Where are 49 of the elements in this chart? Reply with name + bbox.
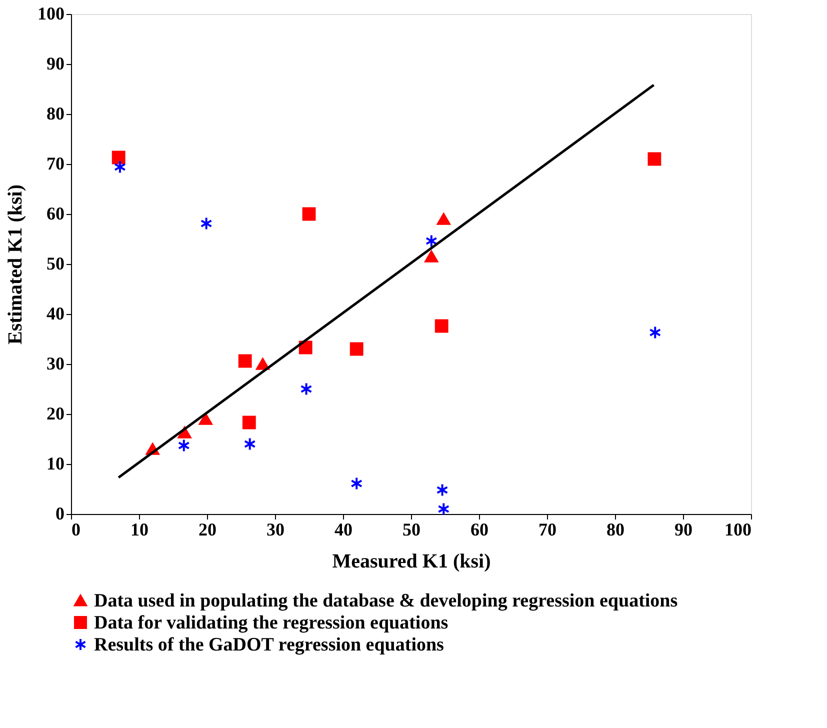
point [238, 354, 252, 368]
legend-label: Data used in populating the database & developing regression equations [94, 590, 678, 612]
y-tick-label: 60 [46, 204, 64, 224]
point [244, 437, 256, 451]
point [438, 502, 450, 516]
x-tick-label: 70 [538, 520, 556, 540]
x-tick-label: 80 [606, 520, 624, 540]
point [424, 250, 438, 262]
point [436, 213, 450, 225]
point [198, 413, 212, 425]
y-tick-label: 90 [46, 54, 64, 74]
x-tick-label: 20 [198, 520, 216, 540]
point [178, 438, 190, 452]
point [114, 160, 126, 174]
legend-label: Results of the GaDOT regression equations [94, 634, 444, 656]
point [298, 340, 312, 354]
y-tick-label: 30 [46, 354, 64, 374]
point [112, 150, 126, 164]
y-tick-label: 100 [38, 4, 64, 24]
point [256, 358, 270, 370]
y-tick-label: 20 [46, 404, 64, 424]
x-tick-label: 100 [724, 520, 752, 540]
x-axis-title: Measured K1 (ksi) [332, 550, 491, 572]
point [648, 152, 662, 166]
x-tick-label: 30 [266, 520, 284, 540]
x-tick-label: 90 [674, 520, 692, 540]
y-tick-label: 50 [46, 254, 64, 274]
point [350, 342, 364, 356]
point [436, 483, 448, 497]
y-tick-label: 80 [46, 104, 64, 124]
point [649, 326, 662, 340]
point [200, 216, 212, 230]
point [434, 319, 448, 333]
point [350, 476, 363, 490]
y-tick-label: 70 [46, 154, 64, 174]
y-tick-label: 40 [46, 304, 64, 324]
point [302, 207, 316, 221]
x-tick-label: 50 [402, 520, 420, 540]
y-tick-label: 0 [56, 504, 64, 524]
x-tick-label: 10 [130, 520, 148, 540]
y-tick-label: 10 [46, 454, 64, 474]
x-tick-label: 40 [334, 520, 352, 540]
y-axis-title: Estimated K1 (ksi) [4, 184, 26, 344]
legend-label: Data for validating the regression equations [94, 612, 448, 634]
point [300, 382, 312, 396]
x-tick-label: 60 [470, 520, 488, 540]
x-tick-label: 0 [72, 520, 80, 540]
point [242, 416, 256, 430]
point [425, 234, 438, 248]
